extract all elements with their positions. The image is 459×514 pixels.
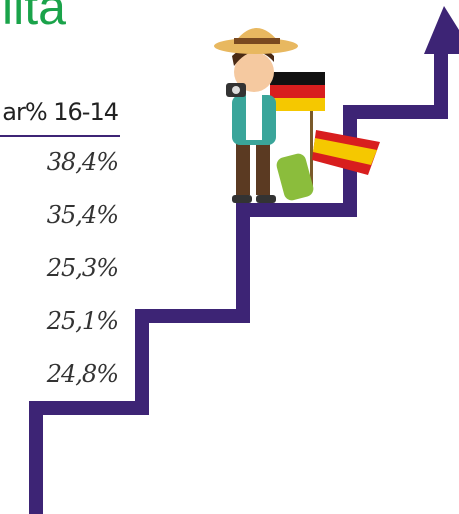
- arrow-head: [424, 6, 459, 54]
- value-cell: 25,3%: [46, 254, 119, 282]
- column-header: ar% 16-14: [2, 98, 119, 126]
- value-cell: 25,1%: [46, 307, 119, 335]
- header-rule: [0, 135, 120, 137]
- value-cell: 24,8%: [46, 360, 119, 388]
- tourist: [214, 28, 380, 203]
- staircase: [29, 52, 448, 514]
- title: lita: [2, 0, 66, 35]
- value-cell: 35,4%: [46, 201, 119, 229]
- value-cell: 38,4%: [46, 148, 119, 176]
